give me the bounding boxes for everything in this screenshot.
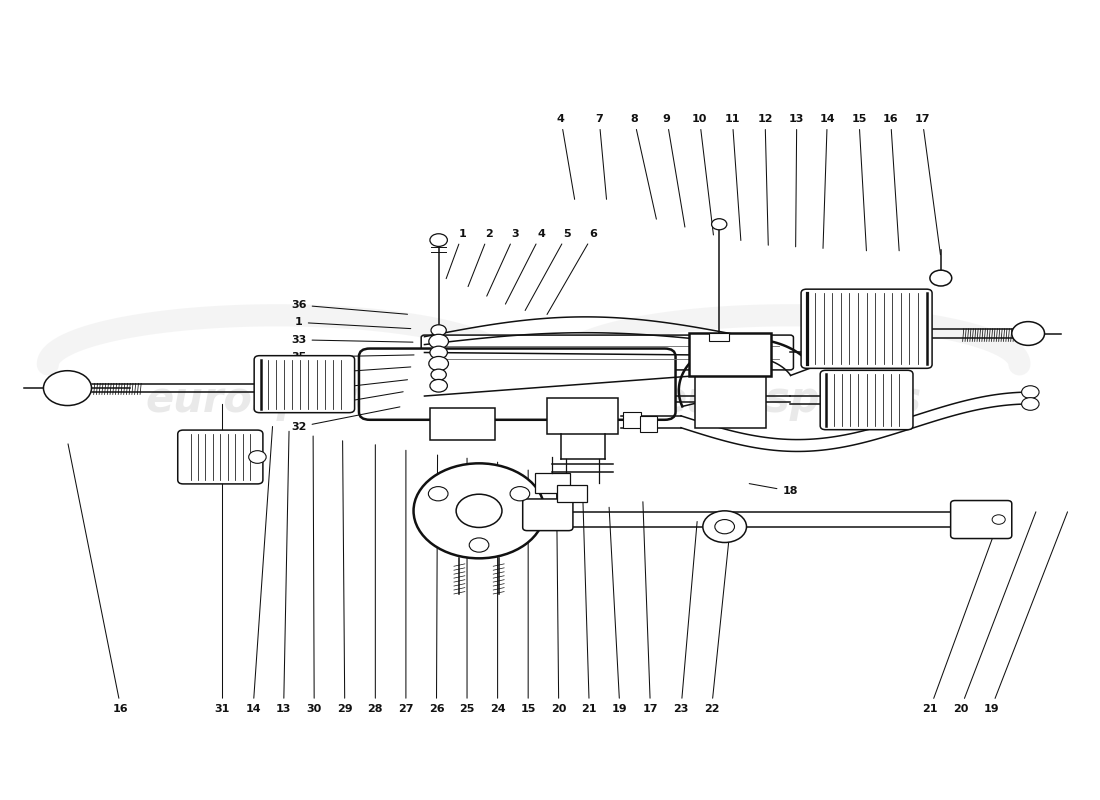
FancyBboxPatch shape	[178, 430, 263, 484]
FancyBboxPatch shape	[623, 412, 640, 428]
FancyBboxPatch shape	[430, 408, 495, 439]
Text: 23: 23	[673, 522, 697, 714]
Text: 14: 14	[820, 114, 835, 248]
Circle shape	[470, 538, 488, 552]
FancyBboxPatch shape	[548, 398, 618, 434]
Circle shape	[430, 234, 448, 246]
Text: 32: 32	[292, 407, 400, 432]
Text: 27: 27	[398, 450, 414, 714]
Text: 31: 31	[214, 404, 230, 714]
Text: 14: 14	[245, 426, 273, 714]
FancyBboxPatch shape	[710, 333, 729, 341]
Text: 4: 4	[557, 114, 574, 199]
Circle shape	[430, 379, 448, 392]
Text: 21: 21	[582, 498, 597, 714]
Text: 33: 33	[292, 335, 412, 345]
Text: 13: 13	[276, 431, 292, 714]
Text: 24: 24	[490, 462, 505, 714]
Text: 13: 13	[789, 114, 804, 247]
Text: 35: 35	[292, 352, 414, 362]
Text: 19: 19	[609, 507, 628, 714]
FancyBboxPatch shape	[359, 349, 675, 420]
FancyBboxPatch shape	[801, 289, 932, 368]
Text: 16: 16	[883, 114, 899, 250]
Circle shape	[1012, 322, 1045, 346]
Text: eurospares: eurospares	[145, 379, 408, 421]
FancyBboxPatch shape	[950, 501, 1012, 538]
Text: 7: 7	[595, 114, 606, 199]
Text: 15: 15	[851, 114, 867, 250]
Text: 19: 19	[983, 512, 1067, 714]
Text: 3: 3	[486, 229, 519, 296]
Text: 1: 1	[295, 392, 404, 414]
Text: 16: 16	[68, 444, 129, 714]
Text: 9: 9	[663, 114, 685, 227]
Text: 2: 2	[469, 229, 493, 286]
Text: 8: 8	[630, 114, 657, 219]
Text: 10: 10	[692, 114, 714, 235]
Text: 25: 25	[460, 458, 475, 714]
FancyBboxPatch shape	[694, 376, 766, 428]
Text: 18: 18	[749, 484, 798, 496]
Circle shape	[414, 463, 544, 558]
Text: 1: 1	[447, 229, 466, 278]
Circle shape	[712, 218, 727, 230]
Circle shape	[1022, 386, 1040, 398]
Text: 21: 21	[922, 512, 1002, 714]
FancyBboxPatch shape	[535, 474, 570, 493]
Text: 28: 28	[367, 445, 383, 714]
Circle shape	[510, 486, 530, 501]
FancyBboxPatch shape	[557, 485, 587, 502]
Text: 11: 11	[725, 114, 740, 241]
FancyBboxPatch shape	[821, 370, 913, 430]
Text: 26: 26	[429, 455, 444, 714]
FancyBboxPatch shape	[254, 356, 354, 413]
Text: 12: 12	[757, 114, 773, 246]
Text: 36: 36	[292, 300, 407, 314]
Text: 30: 30	[307, 436, 322, 714]
Circle shape	[992, 514, 1005, 524]
Text: 29: 29	[337, 441, 353, 714]
FancyBboxPatch shape	[421, 335, 793, 370]
FancyBboxPatch shape	[522, 499, 573, 530]
FancyBboxPatch shape	[690, 333, 771, 376]
Text: 20: 20	[551, 493, 566, 714]
Text: 4: 4	[505, 229, 546, 304]
Circle shape	[249, 450, 266, 463]
Text: 22: 22	[704, 520, 730, 714]
Circle shape	[429, 334, 449, 349]
Text: 17: 17	[914, 114, 940, 254]
Text: 5: 5	[525, 229, 571, 310]
Text: 6: 6	[547, 229, 597, 314]
Circle shape	[703, 511, 747, 542]
Text: 15: 15	[520, 470, 536, 714]
Text: 17: 17	[642, 502, 658, 714]
Circle shape	[431, 325, 447, 336]
Circle shape	[430, 346, 448, 359]
Circle shape	[715, 519, 735, 534]
Circle shape	[930, 270, 952, 286]
Circle shape	[428, 486, 448, 501]
Circle shape	[431, 369, 447, 380]
Text: 33: 33	[292, 380, 407, 397]
Text: 1: 1	[295, 318, 410, 329]
Text: 34: 34	[292, 367, 410, 380]
Circle shape	[429, 357, 449, 370]
Text: 20: 20	[953, 512, 1036, 714]
Circle shape	[44, 370, 91, 406]
Circle shape	[456, 494, 502, 527]
Circle shape	[1022, 398, 1040, 410]
Text: eurospares: eurospares	[659, 379, 922, 421]
FancyBboxPatch shape	[639, 416, 657, 432]
